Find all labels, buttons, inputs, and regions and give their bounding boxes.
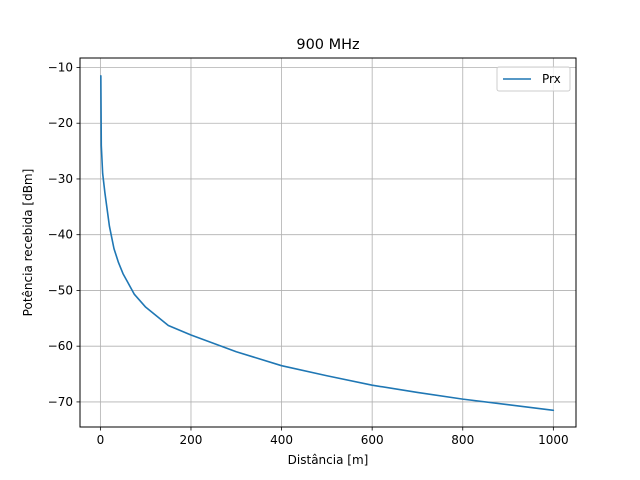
x-tick-label: 1000 xyxy=(538,433,569,447)
legend-box xyxy=(496,66,571,92)
series-line-prx xyxy=(100,75,555,412)
y-tick-label: −60 xyxy=(48,339,73,353)
y-tick-label: −40 xyxy=(48,228,73,242)
x-tick-label: 0 xyxy=(97,433,105,447)
x-tick-label: 800 xyxy=(451,433,474,447)
grid xyxy=(80,58,576,427)
x-tick-label: 200 xyxy=(180,433,203,447)
x-tick-label: 400 xyxy=(270,433,293,447)
legend: Prx xyxy=(496,66,571,92)
y-tick-label: −70 xyxy=(48,395,73,409)
ticks: 0 200 400 600 800 1000 −10 −20 −30 −40 −50 −60 −70 xyxy=(48,60,569,447)
series-layer xyxy=(100,75,555,412)
x-axis-label: Distância [m] xyxy=(288,453,369,467)
chart-title: 900 MHz xyxy=(296,37,359,53)
x-tick-label: 600 xyxy=(361,433,384,447)
plot-frame xyxy=(79,57,577,428)
legend-label-prx: Prx xyxy=(542,72,561,86)
y-tick-label: −20 xyxy=(48,116,73,130)
y-tick-label: −30 xyxy=(48,172,73,186)
y-tick-label: −10 xyxy=(48,60,73,74)
y-tick-label: −50 xyxy=(48,283,73,297)
y-axis-label: Potência recebida [dBm] xyxy=(21,169,35,317)
